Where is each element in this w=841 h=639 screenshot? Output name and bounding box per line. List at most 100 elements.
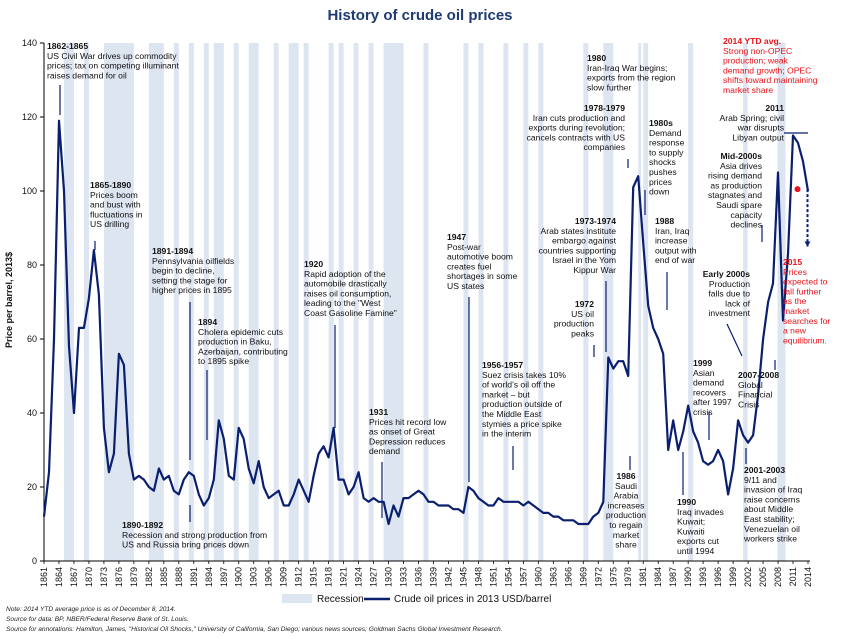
annotation-22-line-3: fall further	[783, 286, 821, 296]
x-tick-label: 1963	[548, 567, 558, 587]
annotation-8-line-0: 1956-1957	[482, 360, 523, 370]
legend-price-label: Crude oil prices in 2013 USD/barrel	[394, 594, 551, 605]
annotation-3-line-4: to 1895 spike	[198, 356, 249, 366]
recession-band-27	[643, 43, 649, 561]
annotation-17-line-2: demand	[693, 378, 724, 388]
x-tick-label: 2011	[788, 567, 798, 586]
annotation-15-line-3: increases	[608, 500, 645, 510]
annotation-9-line-4: Israel in the Yom	[552, 255, 616, 265]
recession-band-12	[303, 43, 309, 561]
x-tick-label: 1915	[309, 567, 319, 587]
x-tick-label: 1936	[414, 567, 424, 587]
annotation-2-line-1: Pennsylvania oilfields	[152, 256, 234, 266]
annotation-22-line-7: a new	[783, 326, 807, 336]
annotation-5-line-1: Rapid adoption of the	[304, 269, 386, 279]
y-tick-label: 100	[22, 186, 37, 196]
recession-band-10	[273, 43, 279, 561]
x-tick-label: 1870	[84, 567, 94, 587]
annotation-6-line-4: demand	[369, 446, 400, 456]
annotation-0-line-0: 1862-1865	[47, 41, 88, 51]
annotation-1-line-0: 1865-1890	[90, 180, 131, 190]
x-tick-label: 1981	[638, 567, 648, 587]
x-tick-label: 1972	[593, 567, 603, 587]
2014-ytd-marker	[794, 186, 801, 193]
annotation-22-line-4: as the	[783, 296, 807, 306]
x-tick-label: 2008	[773, 567, 783, 587]
annotation-18-line-0: Early 2000s	[703, 269, 751, 279]
x-tick-label: 1882	[144, 567, 154, 587]
annotation-18-line-2: falls due to	[708, 289, 750, 299]
annotation-9-line-2: embargo against	[552, 236, 617, 246]
recession-band-28	[688, 43, 694, 561]
x-tick-label: 1975	[608, 567, 618, 587]
annotation-15-line-5: to regain	[609, 520, 643, 530]
annotation-11-line-4: companies	[583, 142, 625, 152]
x-tick-label: 1993	[698, 567, 708, 587]
annotation-19-line-6: capacity	[730, 210, 762, 220]
annotation-3-line-2: production in Baku,	[198, 337, 272, 347]
annotation-15-line-1: Saudi	[615, 481, 637, 491]
annotation-18-line-1: Production	[709, 279, 750, 289]
x-tick-label: 1957	[518, 567, 528, 587]
x-tick-label: 1873	[99, 567, 109, 587]
annotation-4-line-1: Recession and strong production from	[122, 530, 267, 540]
annotation-2-line-4: higher prices in 1895	[152, 285, 232, 295]
annotation-15-line-6: market	[613, 530, 640, 540]
y-tick-label: 140	[22, 38, 37, 48]
annotation-15-line-0: 1986	[616, 471, 635, 481]
y-tick-label: 0	[32, 556, 37, 566]
annotation-16-line-4: exports cut	[677, 536, 720, 546]
annotation-3-line-3: Azerbaijan, contributing	[198, 346, 288, 356]
annotation-1-line-2: and bust with	[90, 200, 141, 210]
recession-band-20	[478, 43, 484, 561]
footnote-3: Source for annotations: Hamilton, James,…	[6, 626, 503, 633]
annotation-10-line-1: US oil	[571, 309, 594, 319]
annotation-11-line-3: cancels contracts with US	[527, 132, 626, 142]
annotation-21: 2014 YTD avg.Strong non-OPECproduction; …	[723, 36, 818, 95]
annotation-20-line-0: 2011	[765, 103, 784, 113]
annotation-8-line-4: production outside of	[482, 399, 562, 409]
annotation-5-line-4: leading to the "West	[304, 298, 381, 308]
annotation-3-line-1: Cholera epidemic cuts	[198, 327, 283, 337]
y-tick-label: 120	[22, 112, 37, 122]
annotation-22-line-1: Prices	[783, 267, 807, 277]
y-tick-label: 80	[27, 260, 37, 270]
annotation-8-line-3: market – but	[482, 389, 530, 399]
annotation-24-line-5: East stability;	[744, 514, 795, 524]
annotation-17-line-3: recovers	[693, 387, 726, 397]
annotation-10-line-3: peaks	[571, 328, 594, 338]
annotation-19-line-7: declines	[730, 220, 762, 230]
annotation-23-line-0: 2007-2008	[738, 370, 779, 380]
annotation-5-line-0: 1920	[304, 259, 323, 269]
annotation-4-line-0: 1890-1892	[122, 520, 163, 530]
x-tick-label: 1978	[623, 567, 633, 587]
annotation-24-line-6: Venezuelan oil	[744, 524, 800, 534]
recession-band-13	[328, 43, 334, 561]
annotation-18-leader	[726, 323, 743, 357]
x-tick-label: 1930	[384, 567, 394, 587]
annotation-7-line-0: 1947	[447, 232, 466, 242]
y-tick-label: 60	[27, 334, 37, 344]
annotation-11-line-0: 1978-1979	[584, 103, 625, 113]
annotation-22-line-6: searches for	[783, 316, 830, 326]
recession-band-26	[638, 43, 642, 561]
annotation-0-line-1: US Civil War drives up commodity	[47, 51, 177, 61]
x-tick-label: 1891	[189, 567, 199, 587]
x-tick-label: 1909	[279, 567, 289, 587]
annotation-10-line-0: 1972	[575, 299, 594, 309]
annotation-8-line-6: stymies a price spike	[482, 419, 562, 429]
annotation-14-line-0: 1988	[655, 216, 674, 226]
annotation-20-line-2: war disrupts	[737, 123, 784, 133]
annotation-20-line-3: Libyan output	[732, 132, 784, 142]
recession-band-15	[353, 43, 359, 561]
annotation-16-line-5: until 1994	[677, 546, 714, 556]
annotation-14-line-2: increase	[655, 236, 688, 246]
